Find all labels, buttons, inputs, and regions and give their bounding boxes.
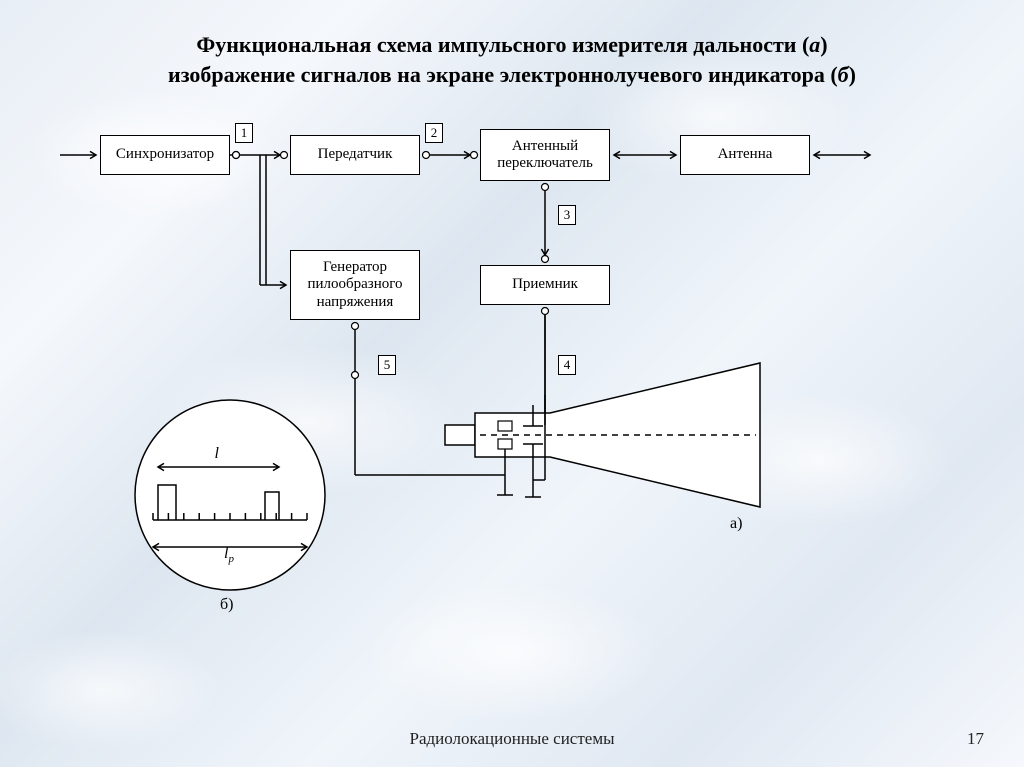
title-line2-a: изображение сигналов на экране электронн… (168, 62, 838, 87)
title-line1-a: Функциональная схема импульсного измерит… (196, 32, 809, 57)
page-number: 17 (967, 729, 984, 749)
slide-title: Функциональная схема импульсного измерит… (0, 30, 1024, 89)
title-line2-em: б (838, 62, 849, 87)
title-line1-em: а (809, 32, 820, 57)
scope-label-l: l (215, 445, 219, 463)
scope-label-lp: lp (224, 545, 234, 565)
title-line2-c: ) (849, 62, 856, 87)
title-line1-c: ) (820, 32, 827, 57)
subfigure-label-a: а) (730, 515, 742, 533)
subfigure-label-b: б) (220, 596, 233, 614)
diagram-canvas: Синхронизатор Передатчик Антенный перекл… (60, 115, 960, 615)
footer-caption: Радиолокационные системы (409, 729, 614, 749)
diagram-svg (60, 115, 960, 635)
